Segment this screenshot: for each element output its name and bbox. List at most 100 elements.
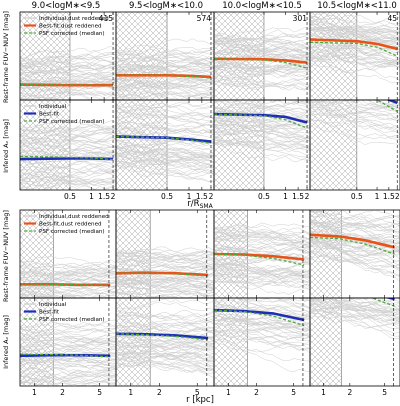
- individual-profile: [116, 351, 214, 373]
- individual-profile: [116, 64, 214, 75]
- individual-profile: [214, 69, 310, 77]
- individual-profile: [310, 119, 400, 138]
- individual-profile: [116, 51, 214, 68]
- individual-profile: [214, 226, 310, 246]
- individual-profile: [20, 88, 116, 96]
- individual-profile: [116, 158, 214, 182]
- individual-profile: [20, 335, 116, 344]
- individual-profile: [310, 55, 400, 83]
- individual-profile: [20, 266, 116, 283]
- individual-profile: [116, 311, 214, 319]
- panel-content: [310, 12, 400, 100]
- x-tick-label: 1: [32, 388, 37, 397]
- individual-profile: [116, 122, 214, 132]
- individual-profile: [214, 328, 310, 338]
- individual-profile: [214, 328, 310, 343]
- individual-profile: [20, 328, 116, 336]
- individual-profile: [116, 360, 214, 371]
- individual-profile: [310, 43, 400, 58]
- individual-profile: [20, 136, 116, 143]
- individual-profile: [214, 124, 310, 134]
- individual-profile: [116, 63, 214, 74]
- individual-profile: [214, 246, 310, 265]
- individual-profile: [214, 229, 310, 238]
- individual-profile: [283, 298, 310, 309]
- individual-profile: [116, 332, 214, 345]
- column-title-2: 9.5<logM∗<10.0: [129, 1, 203, 11]
- psf-corrected-line: [20, 353, 111, 358]
- individual-profile: [116, 290, 214, 297]
- individual-profile: [20, 368, 116, 382]
- individual-profile: [214, 248, 310, 259]
- individual-profile: [310, 210, 400, 220]
- individual-profile: [116, 279, 214, 295]
- individual-profile: [356, 100, 400, 112]
- individual-profile: [361, 298, 400, 302]
- x-tick-label: 0.5: [258, 192, 270, 201]
- individual-profile: [214, 331, 310, 345]
- individual-profile: [214, 32, 310, 45]
- individual-profile: [310, 222, 400, 232]
- psf-corrected-line: [310, 41, 398, 57]
- individual-profile: [20, 293, 86, 298]
- individual-profile: [310, 216, 400, 233]
- individual-profile: [20, 136, 116, 147]
- individual-profile: [214, 267, 310, 276]
- individual-profile: [20, 341, 116, 353]
- individual-profile: [310, 258, 400, 271]
- individual-profile: [20, 90, 116, 100]
- legend-label: Best-fit: [39, 310, 60, 316]
- individual-profile: [20, 172, 116, 186]
- individual-profile: [20, 49, 116, 59]
- xlabel-bottom: r [kpc]: [186, 395, 214, 405]
- individual-profile: [24, 381, 116, 386]
- individual-profile: [20, 76, 116, 84]
- x-tick-label: 2: [305, 192, 310, 201]
- individual-profile: [116, 107, 214, 125]
- individual-profile: [20, 65, 116, 77]
- sample-count: 301: [293, 14, 308, 23]
- individual-profile: [20, 55, 116, 67]
- legend-label: PSF corrected (median): [39, 31, 105, 37]
- individual-profile: [310, 298, 400, 327]
- individual-profile: [116, 49, 214, 63]
- individual-profile: [310, 309, 400, 334]
- individual-profile: [116, 250, 214, 257]
- individual-profile: [310, 220, 400, 239]
- psf-corrected-line: [214, 113, 308, 129]
- individual-profile: [358, 100, 400, 115]
- individual-profile: [214, 64, 310, 71]
- panel-content: [214, 210, 310, 298]
- individual-profile: [214, 120, 310, 135]
- individual-profile: [214, 338, 310, 362]
- panel-top-av_row-2: 0.5 1 1.5 2: [115, 99, 215, 201]
- individual-profile: [310, 109, 400, 134]
- individual-profile: [20, 292, 116, 298]
- individual-profile: [116, 105, 214, 116]
- individual-profile: [214, 114, 310, 124]
- individual-profile: [214, 271, 310, 283]
- individual-profile: [20, 291, 90, 298]
- individual-profile: [20, 59, 116, 68]
- bestfit-line: [310, 38, 398, 51]
- individual-profile: [21, 178, 116, 190]
- individual-profile: [116, 271, 214, 285]
- individual-profile: [310, 41, 400, 63]
- individual-profile: [214, 270, 310, 281]
- individual-profile: [116, 138, 214, 154]
- individual-profile: [116, 249, 214, 266]
- individual-profile: [214, 255, 310, 263]
- psf-corrected-line: [116, 135, 212, 144]
- legend-label: Individual,dust reddened: [39, 214, 109, 220]
- individual-profile: [214, 269, 310, 291]
- x-tick-label: 1: [128, 388, 133, 397]
- individual-profile: [20, 145, 116, 154]
- x-tick-label: 1.5: [383, 192, 395, 201]
- individual-profile: [310, 241, 400, 256]
- x-tick-label: 5: [97, 388, 102, 397]
- panel-bottom-color_row-2: [115, 209, 215, 299]
- individual-profile: [214, 61, 310, 70]
- individual-profile: [20, 91, 116, 100]
